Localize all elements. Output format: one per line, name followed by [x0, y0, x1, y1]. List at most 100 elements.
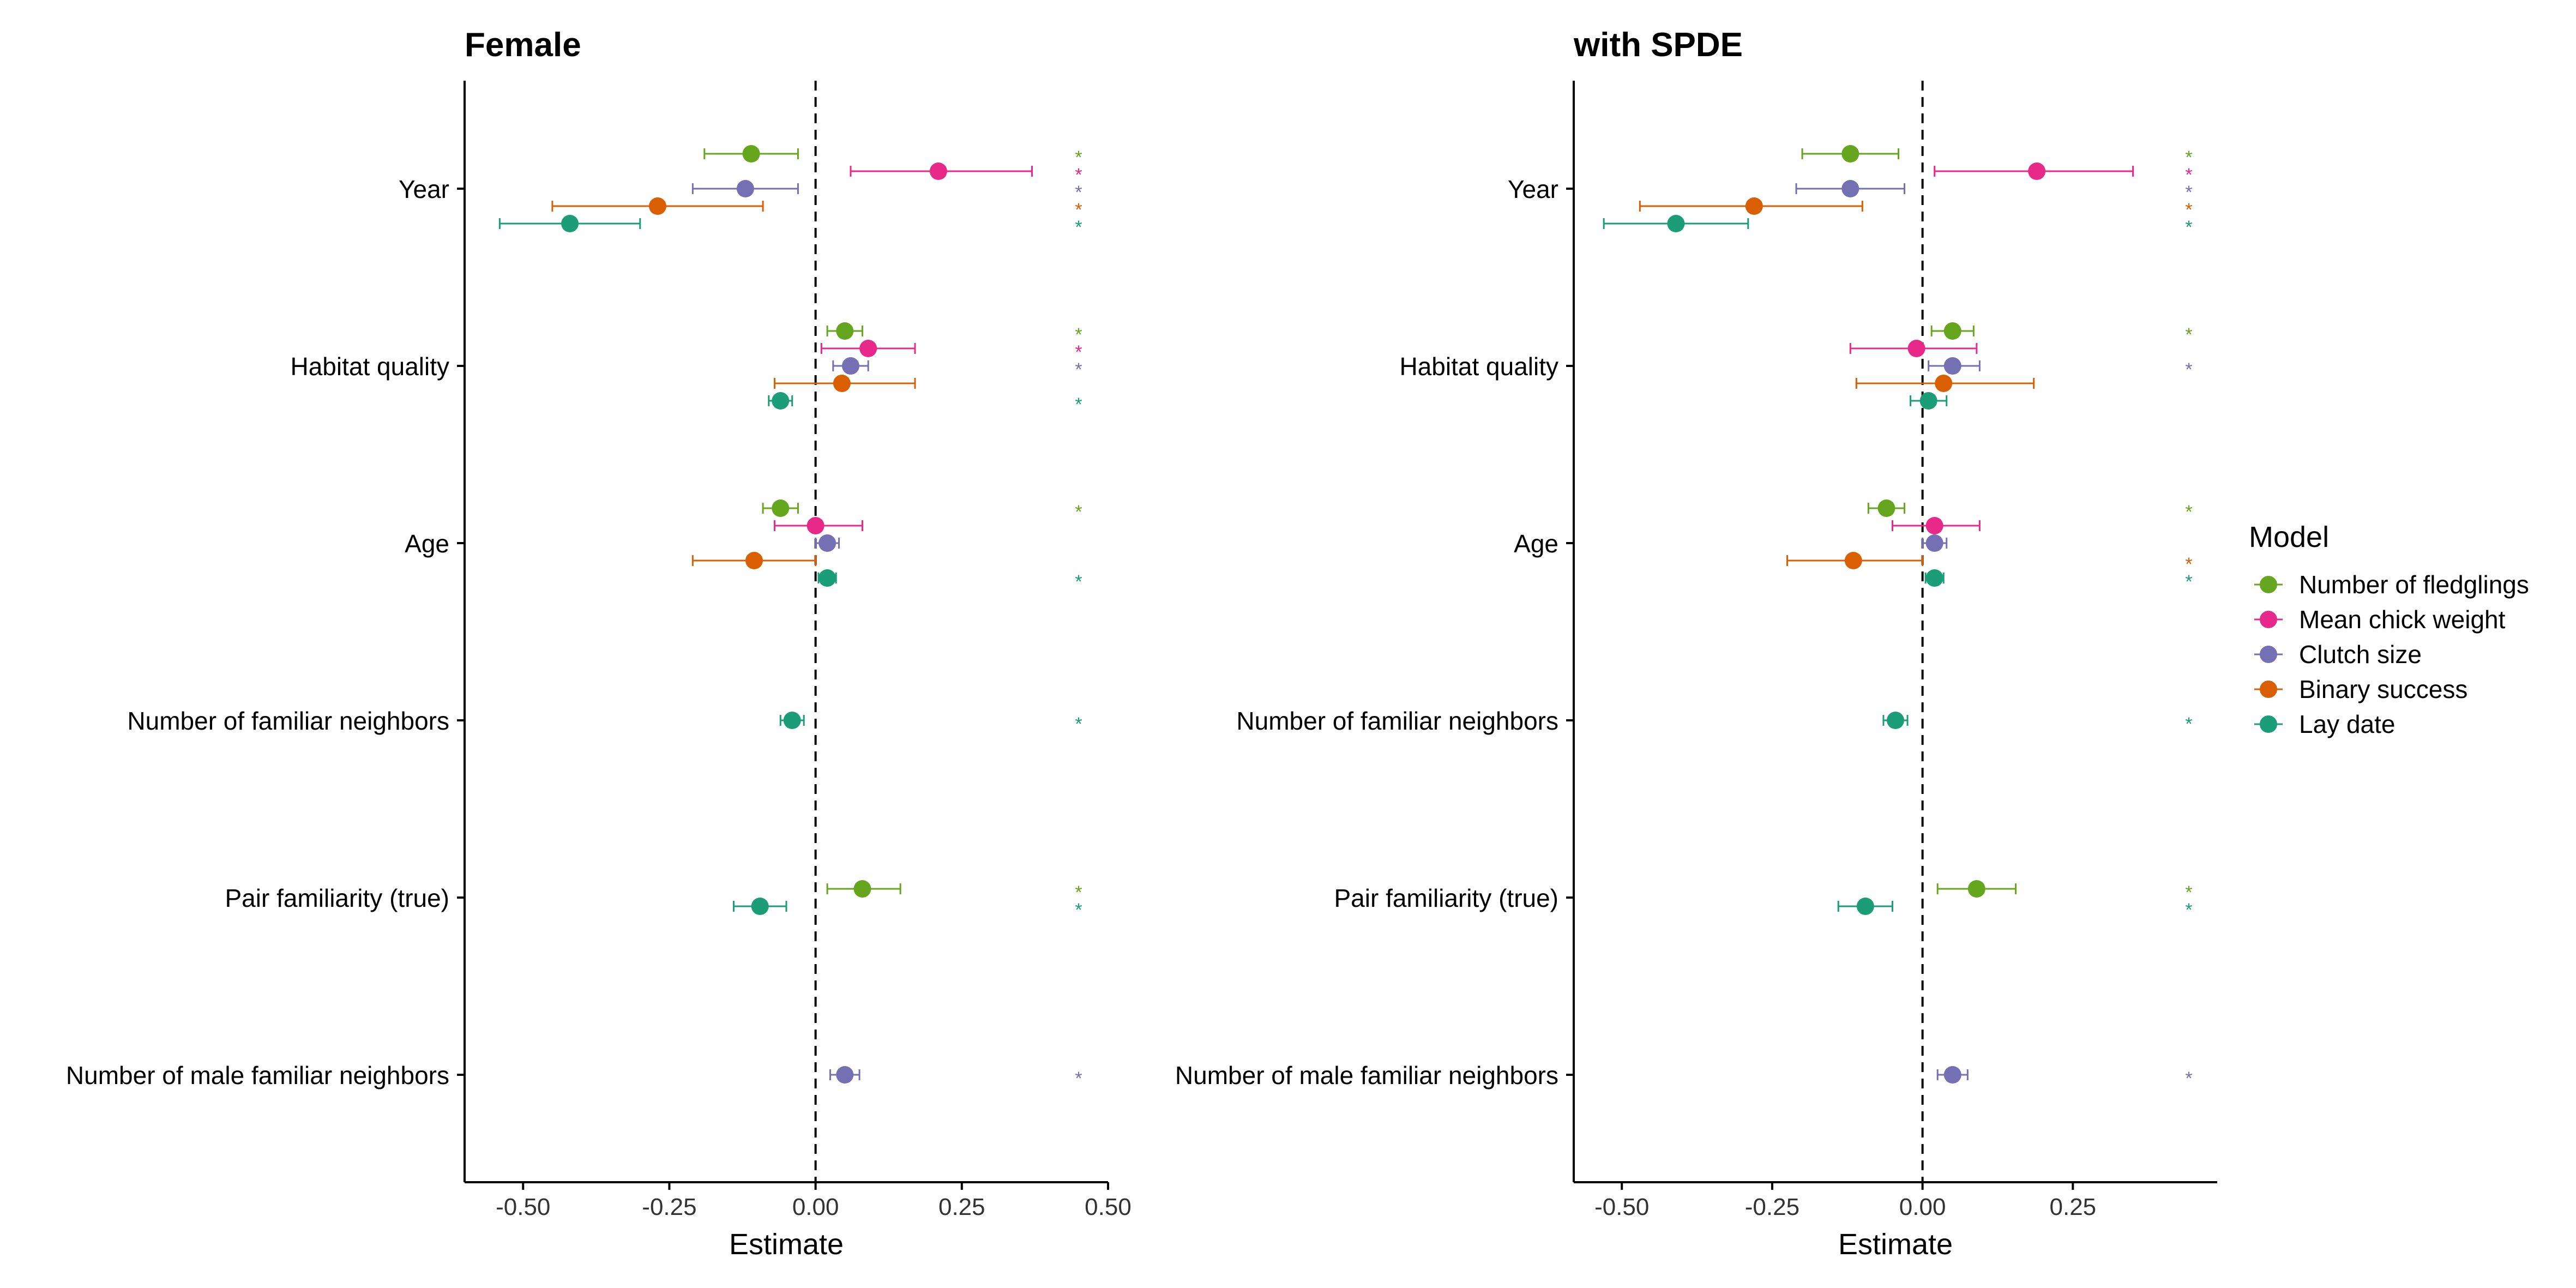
estimate-point: [783, 712, 801, 729]
legend-label-number-of-fledglings: Number of fledglings: [2299, 570, 2529, 599]
legend-label-binary-success: Binary success: [2299, 675, 2467, 703]
y-category-label-age: Age: [405, 529, 449, 558]
significance-star: *: [1075, 359, 1082, 380]
significance-markers: ***************: [1075, 147, 1082, 1089]
estimate-point: [561, 215, 579, 232]
estimate-point: [2028, 162, 2046, 180]
y-category-label-number-of-male-familiar-neighbors: Number of male familiar neighbors: [66, 1061, 449, 1090]
significance-star: *: [2185, 502, 2192, 522]
estimate-point: [859, 340, 877, 357]
legend-label-clutch-size: Clutch size: [2299, 640, 2422, 669]
estimate-point: [1919, 392, 1937, 410]
y-category-labels: Year Habitat quality Age Number of familiar…: [66, 175, 465, 1090]
x-tick-label: -0.25: [1745, 1194, 1799, 1220]
y-category-label-year: Year: [1508, 175, 1558, 203]
panel-female: Female Year Habitat quality Age Number of f…: [66, 26, 1131, 1261]
x-tick-label: 0.25: [938, 1194, 985, 1220]
estimate-point: [842, 357, 859, 375]
legend-key-point: [2260, 715, 2277, 733]
significance-star: *: [2185, 359, 2192, 380]
y-category-label-habitat-quality: Habitat quality: [1400, 352, 1559, 381]
significance-star: *: [2185, 554, 2192, 575]
significance-star: *: [1075, 1068, 1082, 1089]
significance-star: *: [1075, 200, 1082, 220]
legend-key-point: [2260, 576, 2277, 593]
legend-key-point: [2260, 646, 2277, 663]
significance-star: *: [2185, 714, 2192, 735]
estimate-point: [751, 898, 769, 915]
significance-star: *: [2185, 200, 2192, 220]
legend: Model Number of fledglings Mean chick wei…: [2249, 521, 2529, 738]
estimate-point: [1925, 517, 1943, 534]
y-category-label-number-of-familiar-neighbors: Number of familiar neighbors: [127, 707, 449, 735]
estimate-point: [736, 180, 754, 197]
significance-star: *: [1075, 217, 1082, 238]
significance-star: *: [1075, 882, 1082, 903]
y-category-label-age: Age: [1514, 529, 1558, 558]
x-axis-ticks: -0.50 -0.25 0.00 0.25: [1594, 1182, 2096, 1220]
significance-star: *: [1075, 714, 1082, 735]
significance-star: *: [2185, 882, 2192, 903]
y-category-labels: Year Habitat quality Age Number of familiar…: [1175, 175, 1574, 1090]
legend-key-point: [2260, 611, 2277, 628]
significance-star: *: [1075, 342, 1082, 363]
significance-star: *: [1075, 900, 1082, 920]
significance-star: *: [2185, 217, 2192, 238]
estimate-point: [1925, 569, 1943, 587]
significance-star: *: [1075, 147, 1082, 168]
x-tick-label: -0.50: [496, 1194, 550, 1220]
significance-star: *: [2185, 324, 2192, 345]
x-axis-title: Estimate: [1838, 1228, 1953, 1261]
estimate-point: [1887, 712, 1904, 729]
significance-star: *: [1075, 165, 1082, 185]
significance-star: *: [1075, 502, 1082, 522]
panel-title: Female: [465, 26, 581, 64]
significance-star: *: [1075, 571, 1082, 592]
significance-star: *: [2185, 1068, 2192, 1089]
x-axis-ticks: -0.50 -0.25 0.00 0.25 0.50: [496, 1182, 1131, 1220]
legend-label-lay-date: Lay date: [2299, 710, 2395, 738]
y-category-label-number-of-male-familiar-neighbors: Number of male familiar neighbors: [1175, 1061, 1558, 1090]
estimate-point: [772, 392, 790, 410]
legend-label-mean-chick-weight: Mean chick weight: [2299, 605, 2506, 634]
x-tick-label: 0.25: [2050, 1194, 2097, 1220]
significance-star: *: [1075, 182, 1082, 203]
legend-key-point: [2260, 681, 2277, 698]
legend-title: Model: [2249, 521, 2329, 553]
legend-items: Number of fledglings Mean chick weight Clu…: [2254, 570, 2529, 738]
estimate-point: [1841, 180, 1859, 197]
estimate-point: [1935, 375, 1953, 392]
panel-with-spde: with SPDE Year Habitat quality Age Number o…: [1175, 26, 2217, 1261]
estimate-point: [772, 499, 790, 517]
significance-star: *: [2185, 182, 2192, 203]
coefficient-marks: [498, 145, 1033, 1084]
significance-star: *: [1075, 324, 1082, 345]
estimate-point: [833, 375, 851, 392]
estimate-point: [836, 322, 854, 340]
estimate-point: [1943, 322, 1961, 340]
estimate-point: [1925, 534, 1943, 552]
significance-star: *: [2185, 147, 2192, 168]
significance-star: *: [2185, 165, 2192, 185]
estimate-point: [1943, 357, 1961, 375]
estimate-point: [836, 1066, 854, 1084]
x-tick-label: -0.25: [642, 1194, 696, 1220]
estimate-point: [1667, 215, 1685, 232]
estimate-point: [1967, 880, 1985, 898]
y-category-label-number-of-familiar-neighbors: Number of familiar neighbors: [1236, 707, 1558, 735]
significance-markers: **************: [2185, 147, 2192, 1089]
estimate-point: [1841, 145, 1859, 162]
estimate-point: [853, 880, 871, 898]
estimate-point: [806, 517, 824, 534]
y-category-label-year: Year: [399, 175, 449, 203]
x-axis-title: Estimate: [729, 1228, 844, 1261]
estimate-point: [745, 552, 763, 569]
estimate-point: [649, 197, 666, 215]
estimate-point: [1844, 552, 1862, 569]
significance-star: *: [1075, 394, 1082, 415]
significance-star: *: [2185, 900, 2192, 920]
estimate-point: [1943, 1066, 1961, 1084]
estimate-point: [929, 162, 947, 180]
